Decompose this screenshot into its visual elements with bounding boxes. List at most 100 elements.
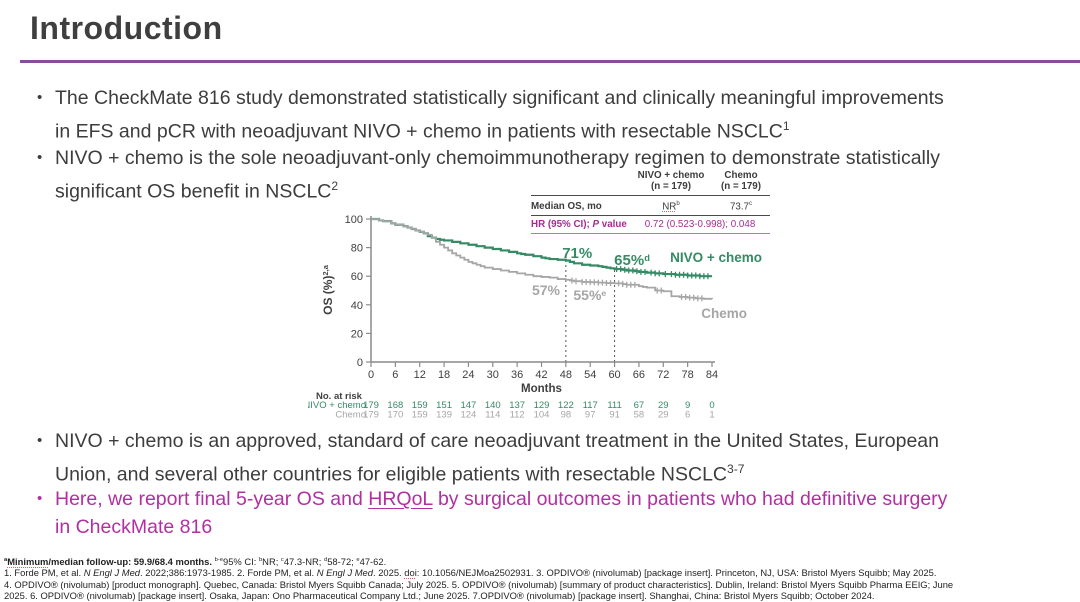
chart-annotation: 71% bbox=[562, 245, 592, 262]
x-tick-label: 66 bbox=[633, 369, 645, 381]
os-stats-table: NIVO + chemo (n = 179) Chemo (n = 179) M… bbox=[531, 170, 770, 235]
text-segment: 95% CI: bbox=[222, 556, 259, 568]
text-segment: HRQoL bbox=[368, 488, 433, 510]
stats-table-header-row: NIVO + chemo (n = 179) Chemo (n = 179) bbox=[531, 170, 770, 196]
text-segment: in CheckMate 816 bbox=[55, 516, 213, 538]
x-tick-label: 54 bbox=[584, 369, 596, 381]
risk-value: 0 bbox=[709, 400, 714, 411]
bullet-line: NIVO + chemo is an approved, standard of… bbox=[55, 427, 1055, 455]
risk-row-name: NIVO + chemo bbox=[308, 400, 366, 411]
bullet-item: • Here, we report final 5-year OS and HRQ… bbox=[37, 485, 1055, 541]
x-tick-label: 12 bbox=[414, 369, 426, 381]
text-segment: Here, we report final 5-year OS and bbox=[55, 488, 369, 510]
text-segment: 47-62. bbox=[359, 556, 387, 568]
risk-value: 104 bbox=[534, 410, 550, 421]
text-segment: d bbox=[323, 557, 328, 563]
bullet-line: significant OS benefit in NSCLC2 bbox=[55, 172, 1055, 206]
footnote-line: 1. Forde PM, et al. N Engl J Med. 2022;3… bbox=[4, 567, 1076, 578]
risk-value: 112 bbox=[510, 410, 525, 421]
risk-value: 97 bbox=[585, 410, 596, 421]
bullet-line: NIVO + chemo is the sole neoadjuvant-onl… bbox=[55, 144, 1055, 172]
bullet-item: • NIVO + chemo is an approved, standard o… bbox=[37, 427, 1055, 489]
text-segment: N Engl J Med bbox=[316, 567, 373, 579]
x-tick-label: 30 bbox=[487, 369, 499, 381]
footnote-line: 4. OPDIVO® (nivolumab) [product monograp… bbox=[4, 579, 1076, 590]
text-segment: 3-7 bbox=[727, 462, 745, 476]
risk-value: 124 bbox=[460, 410, 476, 421]
text-segment: /median follow-up: 59.9/68.4 months. bbox=[48, 556, 215, 568]
risk-value: 117 bbox=[583, 400, 598, 411]
bullet-marker: • bbox=[37, 89, 43, 106]
no-at-risk-label: No. at risk bbox=[316, 391, 363, 402]
text-segment: b bbox=[258, 557, 263, 563]
x-tick-label: 84 bbox=[706, 369, 718, 381]
stats-col-chemo: Chemo (n = 179) bbox=[720, 170, 762, 192]
x-tick-label: 6 bbox=[392, 369, 398, 381]
x-tick-label: 72 bbox=[657, 369, 669, 381]
x-tick-label: 60 bbox=[608, 369, 620, 381]
text-segment: a bbox=[4, 557, 8, 563]
risk-value: 122 bbox=[558, 400, 574, 411]
chart-annotation: Chemo bbox=[701, 306, 747, 321]
risk-value: 6 bbox=[685, 410, 690, 421]
bullet-marker: • bbox=[37, 149, 43, 166]
median-os-row: Median OS, mo NRb 73.7c bbox=[531, 196, 770, 217]
risk-value: 114 bbox=[485, 410, 500, 421]
chart-annotation: 65%d bbox=[614, 252, 650, 269]
median-os-nivo-value: NRb bbox=[662, 201, 680, 213]
risk-value: 98 bbox=[561, 410, 572, 421]
text-segment: by surgical outcomes in patients who had… bbox=[432, 488, 948, 510]
y-axis-label: OS (%)2,a bbox=[321, 264, 335, 315]
risk-value: 129 bbox=[534, 400, 550, 411]
risk-value: 179 bbox=[363, 400, 379, 411]
x-tick-label: 24 bbox=[462, 369, 474, 381]
text-segment: 47.3-NR; bbox=[283, 556, 324, 568]
risk-value: 29 bbox=[658, 400, 669, 411]
text-segment: e bbox=[356, 557, 360, 563]
y-tick-label: 0 bbox=[357, 357, 363, 369]
text-segment: NIVO + chemo is an approved, standard of… bbox=[55, 430, 939, 452]
risk-value: 137 bbox=[509, 400, 525, 411]
text-segment: NR; bbox=[262, 556, 281, 568]
median-os-chemo-value: 73.7c bbox=[729, 201, 753, 213]
median-os-label: Median OS, mo bbox=[531, 201, 602, 213]
text-segment: 2 bbox=[331, 179, 339, 193]
bullet-line: in EFS and pCR with neoadjuvant NIVO + c… bbox=[55, 112, 1055, 146]
footnote-line: aMinimum/median follow-up: 59.9/68.4 mon… bbox=[4, 555, 1076, 567]
chart-annotation: 55%e bbox=[573, 287, 606, 303]
x-tick-label: 78 bbox=[682, 369, 694, 381]
text-segment: 58-72; bbox=[327, 556, 357, 568]
y-tick-label: 100 bbox=[345, 214, 363, 226]
bullet-marker: • bbox=[37, 432, 43, 449]
y-tick-label: 60 bbox=[351, 271, 363, 283]
series-curve-chemo bbox=[371, 218, 713, 300]
text-segment: . 2022;386:1973-1985. 2. Forde PM, et al… bbox=[140, 567, 317, 579]
risk-value: 170 bbox=[387, 410, 403, 421]
text-segment: . 2025. bbox=[372, 567, 405, 579]
risk-value: 151 bbox=[436, 400, 452, 411]
x-axis-label: Months bbox=[521, 383, 562, 395]
hazard-ratio-value: 0.72 (0.523-0.998); 0.048 bbox=[644, 219, 756, 231]
risk-value: 159 bbox=[412, 400, 428, 411]
bullet-marker: • bbox=[37, 490, 43, 507]
text-segment: Minimum bbox=[7, 556, 49, 568]
y-tick-label: 20 bbox=[351, 328, 363, 340]
text-segment: significant OS benefit in NSCLC bbox=[55, 180, 332, 203]
text-segment: N Engl J Med bbox=[83, 567, 141, 579]
bullet-line: in CheckMate 816 bbox=[55, 513, 1055, 541]
risk-value: 111 bbox=[607, 400, 621, 411]
risk-value: 9 bbox=[685, 400, 690, 411]
footnote-line: 2025. 6. OPDIVO® (nivolumab) [package in… bbox=[4, 590, 1076, 601]
risk-value: 179 bbox=[363, 410, 379, 421]
risk-value: 140 bbox=[485, 400, 501, 411]
text-segment: : 10.1056/NEJMoa2502931. 3. OPDIVO® (niv… bbox=[416, 567, 937, 579]
hazard-ratio-label: HR (95% CI); P value bbox=[531, 219, 627, 231]
risk-value: 168 bbox=[387, 400, 403, 411]
chart-annotation: NIVO + chemo bbox=[670, 250, 762, 265]
risk-value: 67 bbox=[634, 400, 645, 411]
risk-value: 139 bbox=[436, 410, 452, 421]
text-segment: 2025. 6. OPDIVO® (nivolumab) [package in… bbox=[4, 590, 875, 602]
